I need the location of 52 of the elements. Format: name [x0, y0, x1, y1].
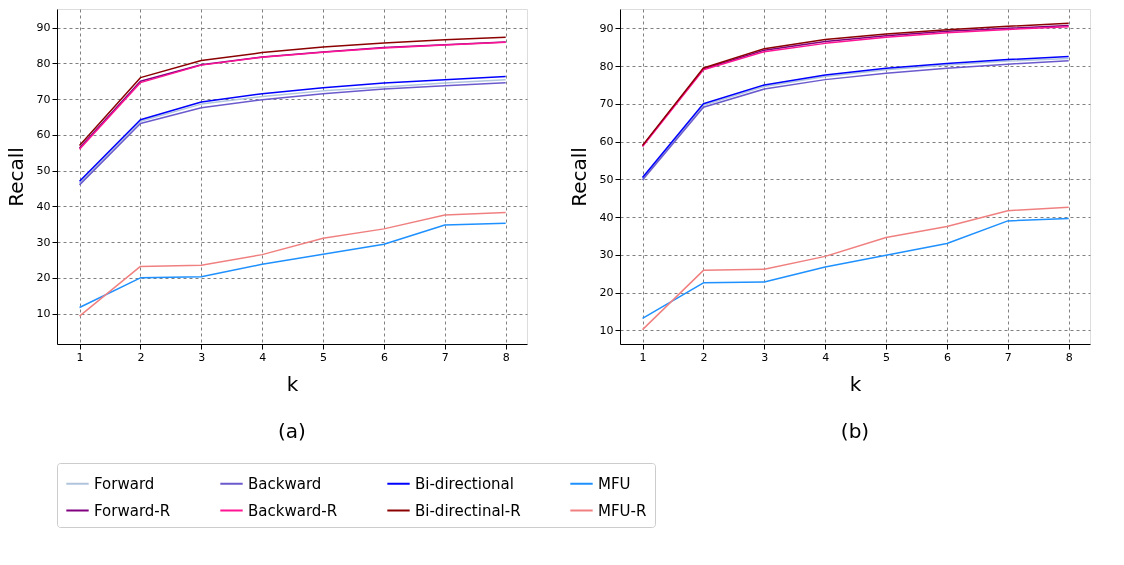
- x-tick-label: 7: [1004, 350, 1012, 364]
- y-tick-label: 70: [599, 97, 614, 111]
- x-tick-label: 6: [943, 350, 951, 364]
- x-axis-title: k: [849, 371, 862, 396]
- x-tick-label: 8: [1065, 350, 1073, 364]
- x-tick-label: 1: [639, 350, 647, 364]
- x-tick-label: 2: [700, 350, 708, 364]
- y-tick-label: 80: [599, 59, 614, 73]
- x-tick-label: 4: [822, 350, 830, 364]
- x-tick-label: 5: [320, 350, 328, 364]
- x-tick-label: 4: [259, 350, 267, 364]
- line-series: [641, 206, 1070, 331]
- y-tick-label: 20: [36, 271, 51, 285]
- y-tick-label: 90: [36, 21, 51, 35]
- y-tick-label: 40: [599, 210, 614, 224]
- y-tick-label: 40: [36, 199, 51, 213]
- x-tick-label: 1: [76, 350, 84, 364]
- y-tick-label: 30: [36, 235, 51, 249]
- y-tick-label: 20: [599, 286, 614, 300]
- legend-label: Bi-directinal-R: [415, 501, 521, 520]
- legend-label: MFU-R: [598, 501, 647, 520]
- x-tick-label: 8: [502, 350, 510, 364]
- x-axis-title: k: [286, 371, 299, 396]
- x-tick-label: 3: [761, 350, 769, 364]
- y-tick-label: 30: [599, 248, 614, 262]
- y-tick-label: 10: [599, 323, 614, 337]
- text: (b): [840, 419, 870, 443]
- legend-label: MFU: [598, 474, 631, 493]
- y-tick-label: 50: [599, 172, 614, 186]
- legend-label: Forward-R: [94, 501, 171, 520]
- legend-label: Backward-R: [248, 501, 338, 520]
- y-tick-label: 80: [36, 56, 51, 70]
- line-series: [641, 217, 1070, 320]
- x-tick-label: 7: [441, 350, 449, 364]
- line-series: [78, 211, 507, 317]
- y-tick-label: 50: [36, 164, 51, 178]
- x-tick-label: 6: [380, 350, 388, 364]
- line-series: [78, 222, 507, 309]
- legend-label: Backward: [248, 474, 322, 493]
- y-axis-title: Recall: [3, 147, 28, 207]
- y-axis-title: Recall: [566, 147, 591, 207]
- x-tick-label: 2: [137, 350, 145, 364]
- legend-label: Bi-directional: [415, 474, 514, 493]
- y-tick-label: 60: [36, 128, 51, 142]
- y-tick-label: 10: [36, 307, 51, 321]
- x-tick-label: 3: [198, 350, 206, 364]
- legend-label: Forward: [94, 474, 155, 493]
- y-tick-label: 70: [36, 92, 51, 106]
- text: (a): [278, 419, 306, 443]
- y-tick-label: 90: [599, 21, 614, 35]
- y-tick-label: 60: [599, 135, 614, 149]
- x-tick-label: 5: [883, 350, 891, 364]
